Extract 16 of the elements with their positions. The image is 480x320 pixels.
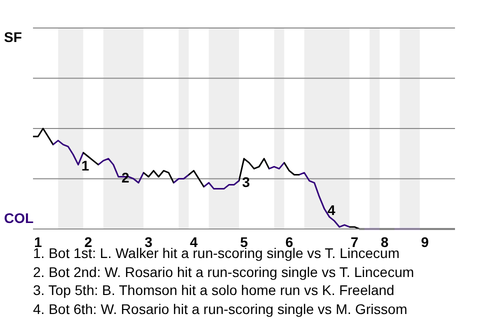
text: 2. Bot 2nd: W. Rosario hit a run-scoring single vs T. Lincecum bbox=[33, 262, 416, 281]
x-tick-label: 8 bbox=[380, 234, 389, 250]
x-tick-label: 5 bbox=[240, 234, 248, 250]
x-tick-label: 4 bbox=[190, 234, 198, 250]
text: 3. Top 5th: B. Thomson hit a solo home run vs K. Freeland bbox=[33, 281, 396, 300]
x-tick-label: 6 bbox=[285, 234, 294, 250]
annotation: 1 bbox=[81, 158, 90, 174]
x-tick-label: 3 bbox=[144, 234, 153, 250]
x-tick-label: 7 bbox=[350, 234, 359, 250]
annotation: 3 bbox=[242, 174, 250, 190]
annotation: COL bbox=[4, 210, 34, 226]
annotation: 4 bbox=[327, 202, 336, 218]
x-tick-label: 9 bbox=[420, 234, 429, 250]
x-tick-label: 2 bbox=[84, 234, 92, 250]
text: SF bbox=[4, 29, 22, 45]
text: 4. Bot 6th: W. Rosario hit a run-scoring single vs M. Grissom bbox=[33, 300, 408, 318]
